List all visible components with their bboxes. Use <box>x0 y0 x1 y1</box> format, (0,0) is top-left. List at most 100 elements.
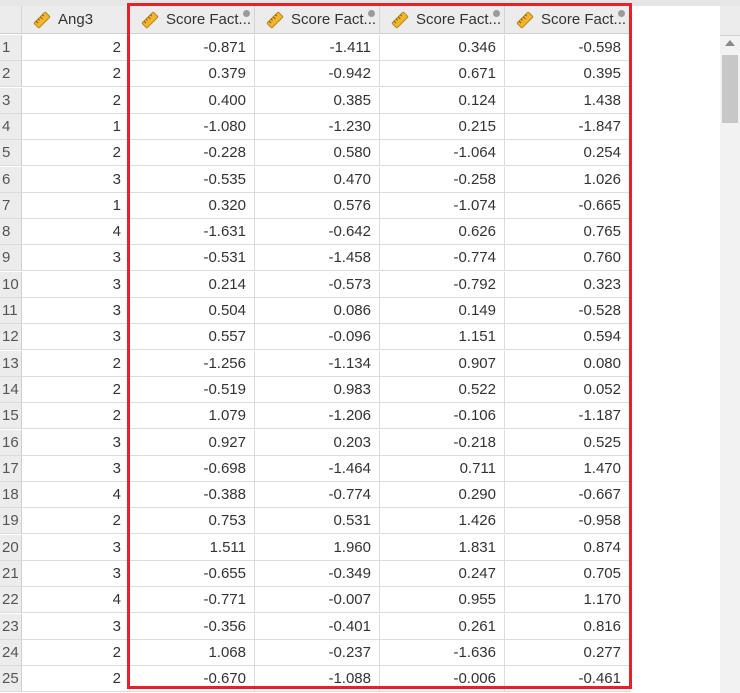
table-cell[interactable]: -0.106 <box>380 403 505 430</box>
table-cell[interactable]: -1.074 <box>380 192 505 219</box>
table-cell[interactable]: 0.203 <box>255 429 380 456</box>
table-cell[interactable]: 0.557 <box>130 324 255 351</box>
row-number[interactable]: 8 <box>0 219 22 246</box>
row-number[interactable]: 18 <box>0 482 22 509</box>
row-number[interactable]: 11 <box>0 298 22 324</box>
row-number[interactable]: 7 <box>0 192 22 219</box>
row-number[interactable]: 5 <box>0 140 22 167</box>
table-cell[interactable]: -0.792 <box>380 271 505 298</box>
row-number[interactable]: 12 <box>0 324 22 351</box>
row-number[interactable]: 1 <box>0 35 22 61</box>
table-cell[interactable]: 0.254 <box>505 140 630 167</box>
table-cell[interactable]: 3 <box>22 166 130 193</box>
row-number[interactable]: 10 <box>0 271 22 298</box>
table-cell[interactable]: 0.277 <box>505 639 630 666</box>
table-cell[interactable]: -0.958 <box>505 508 630 535</box>
table-cell[interactable]: 0.395 <box>505 61 630 88</box>
table-cell[interactable]: 1.511 <box>130 534 255 561</box>
table-cell[interactable]: -1.847 <box>505 113 630 140</box>
table-cell[interactable]: -0.670 <box>130 666 255 693</box>
table-cell[interactable]: -1.636 <box>380 639 505 666</box>
table-cell[interactable]: 3 <box>22 429 130 456</box>
table-cell[interactable]: -1.631 <box>130 219 255 246</box>
table-cell[interactable]: 1.438 <box>505 87 630 114</box>
table-cell[interactable]: -0.535 <box>130 166 255 193</box>
table-cell[interactable]: 3 <box>22 534 130 561</box>
table-cell[interactable]: -1.187 <box>505 403 630 430</box>
table-cell[interactable]: -0.667 <box>505 482 630 509</box>
table-cell[interactable]: 1.831 <box>380 534 505 561</box>
table-cell[interactable]: 2 <box>22 140 130 167</box>
table-cell[interactable]: -1.464 <box>255 455 380 482</box>
table-cell[interactable]: -1.206 <box>255 403 380 430</box>
row-number[interactable]: 21 <box>0 561 22 587</box>
column-header-3[interactable]: Score Fact... <box>255 6 380 34</box>
table-cell[interactable]: 0.385 <box>255 87 380 114</box>
table-cell[interactable]: 0.320 <box>130 192 255 219</box>
table-cell[interactable]: 0.052 <box>505 376 630 403</box>
table-cell[interactable]: 0.124 <box>380 87 505 114</box>
table-cell[interactable]: 0.247 <box>380 561 505 587</box>
table-cell[interactable]: 1.079 <box>130 403 255 430</box>
table-cell[interactable]: 0.927 <box>130 429 255 456</box>
row-number[interactable]: 24 <box>0 639 22 666</box>
table-cell[interactable]: -0.349 <box>255 561 380 587</box>
table-cell[interactable]: -0.096 <box>255 324 380 351</box>
table-cell[interactable]: 0.261 <box>380 613 505 640</box>
table-cell[interactable]: -0.401 <box>255 613 380 640</box>
table-cell[interactable]: 1.068 <box>130 639 255 666</box>
table-cell[interactable]: -0.771 <box>130 587 255 614</box>
table-cell[interactable]: -0.388 <box>130 482 255 509</box>
table-cell[interactable]: -1.064 <box>380 140 505 167</box>
column-header-5[interactable]: Score Fact... <box>505 6 630 34</box>
table-cell[interactable]: 0.504 <box>130 298 255 324</box>
table-cell[interactable]: 0.705 <box>505 561 630 587</box>
table-cell[interactable]: 3 <box>22 271 130 298</box>
table-cell[interactable]: -0.461 <box>505 666 630 693</box>
table-cell[interactable]: 0.290 <box>380 482 505 509</box>
table-cell[interactable]: 1.151 <box>380 324 505 351</box>
table-cell[interactable]: 2 <box>22 35 130 61</box>
column-header-1[interactable]: Ang3 <box>22 6 130 34</box>
row-number[interactable]: 3 <box>0 87 22 114</box>
table-cell[interactable]: -0.528 <box>505 298 630 324</box>
table-cell[interactable]: 1.426 <box>380 508 505 535</box>
table-cell[interactable]: 0.955 <box>380 587 505 614</box>
table-cell[interactable]: 0.214 <box>130 271 255 298</box>
scrollbar-thumb[interactable] <box>722 55 738 123</box>
table-cell[interactable]: 0.531 <box>255 508 380 535</box>
row-number[interactable]: 16 <box>0 429 22 456</box>
table-cell[interactable]: 0.671 <box>380 61 505 88</box>
table-cell[interactable]: -0.237 <box>255 639 380 666</box>
table-cell[interactable]: 1 <box>22 113 130 140</box>
table-cell[interactable]: 2 <box>22 376 130 403</box>
table-cell[interactable]: -0.642 <box>255 219 380 246</box>
table-cell[interactable]: 2 <box>22 508 130 535</box>
table-cell[interactable]: 3 <box>22 245 130 272</box>
row-number[interactable]: 25 <box>0 666 22 693</box>
table-cell[interactable]: 0.400 <box>130 87 255 114</box>
row-number[interactable]: 15 <box>0 403 22 430</box>
row-number[interactable]: 6 <box>0 166 22 193</box>
table-cell[interactable]: 0.215 <box>380 113 505 140</box>
table-cell[interactable]: -1.134 <box>255 350 380 377</box>
column-header-2[interactable]: Score Fact... <box>130 6 255 34</box>
table-cell[interactable]: -0.942 <box>255 61 380 88</box>
table-cell[interactable]: -1.411 <box>255 35 380 61</box>
table-cell[interactable]: 3 <box>22 298 130 324</box>
table-cell[interactable]: -0.258 <box>380 166 505 193</box>
row-number[interactable]: 22 <box>0 587 22 614</box>
table-cell[interactable]: 0.470 <box>255 166 380 193</box>
table-cell[interactable]: -0.007 <box>255 587 380 614</box>
vertical-scrollbar[interactable] <box>720 36 740 693</box>
table-cell[interactable]: 3 <box>22 324 130 351</box>
table-cell[interactable]: 1.960 <box>255 534 380 561</box>
row-number[interactable]: 19 <box>0 508 22 535</box>
table-cell[interactable]: 2 <box>22 87 130 114</box>
table-cell[interactable]: -0.531 <box>130 245 255 272</box>
table-cell[interactable]: -0.871 <box>130 35 255 61</box>
table-cell[interactable]: 0.525 <box>505 429 630 456</box>
row-number[interactable]: 20 <box>0 534 22 561</box>
table-cell[interactable]: 4 <box>22 587 130 614</box>
table-cell[interactable]: 0.576 <box>255 192 380 219</box>
